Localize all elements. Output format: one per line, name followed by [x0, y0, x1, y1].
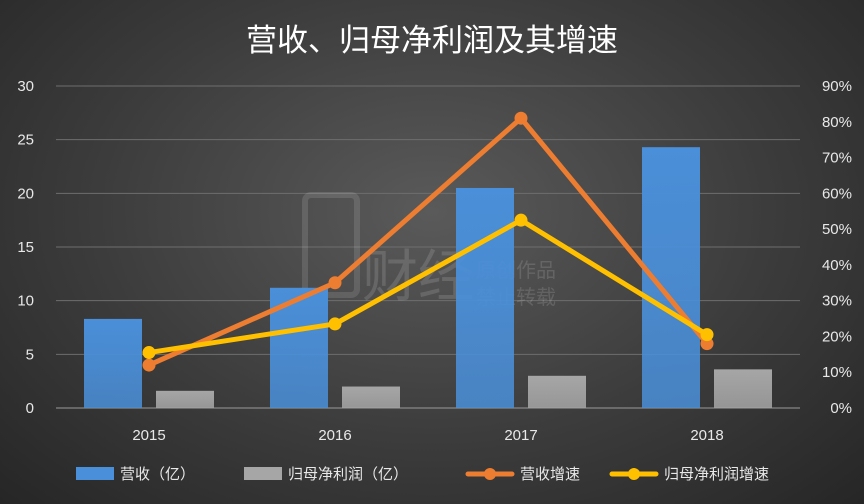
y-left-tick-label: 20 [17, 185, 34, 202]
x-tick-label: 2015 [132, 427, 165, 444]
watermark: 财经 原创作品 禁止转载 [302, 192, 556, 310]
legend-swatch [244, 467, 282, 480]
y-right-tick-label: 60% [822, 185, 852, 202]
y-right-tick-label: 30% [822, 293, 852, 310]
left-axis-ticks: 0 5 10 15 20 25 30 [17, 78, 34, 417]
y-right-tick-label: 90% [822, 78, 852, 95]
line-point [142, 346, 156, 360]
line-point [700, 337, 714, 351]
line-point [700, 328, 714, 342]
y-right-tick-label: 40% [822, 257, 852, 274]
bar [456, 187, 514, 408]
line-point [328, 276, 342, 290]
legend-label: 营收（亿） [120, 465, 195, 483]
bar [528, 375, 586, 408]
legend-marker [484, 468, 496, 480]
y-right-tick-label: 10% [822, 364, 852, 381]
bar [342, 386, 400, 408]
legend-label: 营收增速 [520, 465, 580, 483]
x-tick-label: 2018 [690, 427, 723, 444]
series-line [146, 217, 710, 356]
y-left-tick-label: 5 [26, 346, 34, 363]
gridlines [56, 85, 800, 409]
bar [156, 390, 214, 408]
y-right-tick-label: 80% [822, 114, 852, 131]
watermark-logo-icon [302, 192, 360, 298]
x-tick-label: 2017 [504, 427, 537, 444]
line-point [142, 358, 156, 372]
legend-marker [628, 468, 640, 480]
legend-swatch [76, 467, 114, 480]
y-left-tick-label: 30 [17, 78, 34, 95]
bar [84, 318, 142, 408]
y-right-tick-label: 20% [822, 328, 852, 345]
y-right-tick-label: 70% [822, 150, 852, 167]
y-right-tick-label: 0% [830, 400, 852, 417]
bar [714, 369, 772, 408]
legend-label: 归母净利润增速 [664, 465, 769, 483]
y-left-tick-label: 15 [17, 239, 34, 256]
y-left-tick-label: 10 [17, 293, 34, 310]
legend-label: 归母净利润（亿） [288, 465, 408, 483]
series-line [146, 115, 710, 368]
line-point [328, 317, 342, 331]
x-axis-ticks: 2015 2016 2017 2018 [132, 427, 723, 444]
legend: 营收（亿） 归母净利润（亿） 营收增速 归母净利润增速 [76, 465, 769, 483]
bars [84, 147, 772, 408]
line-point [514, 213, 528, 227]
right-axis-ticks: 0% 10% 20% 30% 40% 50% 60% 70% 80% 90% [822, 78, 852, 417]
y-left-tick-label: 25 [17, 132, 34, 149]
y-left-tick-label: 0 [26, 400, 34, 417]
lines [142, 111, 714, 372]
line-point [514, 111, 528, 125]
y-right-tick-label: 50% [822, 221, 852, 238]
x-tick-label: 2016 [318, 427, 351, 444]
chart-title: 营收、归母净利润及其增速 [246, 23, 618, 59]
